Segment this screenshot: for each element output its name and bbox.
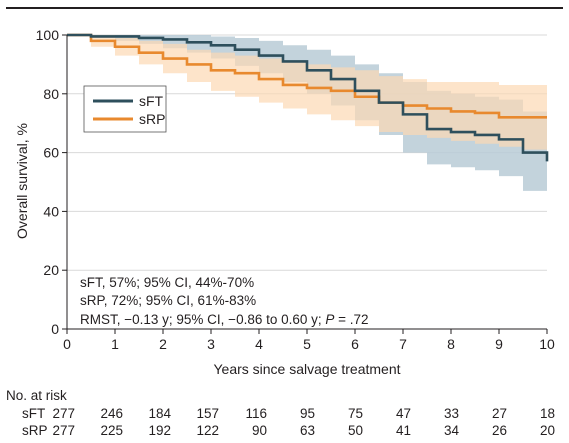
risk-value-sft-7: 47 (396, 406, 411, 421)
risk-value-sft-6: 75 (348, 406, 363, 421)
y-tick-label-60: 60 (43, 145, 59, 161)
risk-value-srp-8: 34 (444, 423, 460, 438)
risk-value-srp-6: 50 (348, 423, 363, 438)
risk-value-srp-0: 277 (52, 423, 75, 438)
legend-box (83, 85, 167, 133)
risk-value-srp-4: 90 (252, 423, 267, 438)
risk-value-srp-10: 20 (540, 423, 555, 438)
risk-value-srp-7: 41 (396, 423, 411, 438)
x-tick-label-7: 7 (399, 336, 407, 352)
risk-value-sft-2: 184 (148, 406, 171, 421)
risk-value-sft-10: 18 (540, 406, 555, 421)
ci-band-sft (67, 35, 547, 200)
annotation-p-label: P (325, 312, 334, 327)
x-tick-label-8: 8 (447, 336, 455, 352)
x-tick-label-1: 1 (111, 336, 119, 352)
annotation-srp: sRP, 72%; 95% CI, 61%-83% (80, 293, 256, 308)
survival-line-sft (67, 33, 549, 162)
risk-row-label-sft: sFT (22, 406, 45, 421)
risk-value-sft-5: 95 (300, 406, 315, 421)
risk-value-sft-0: 277 (52, 406, 75, 421)
legend-label-sft: sFT (139, 93, 164, 109)
y-tick-label-40: 40 (43, 203, 59, 219)
survival-line-srp (67, 33, 547, 119)
axes: 0 20 40 60 80 100 0 1 2 3 4 5 6 7 8 9 10 (36, 27, 555, 352)
annotation-sft: sFT, 57%; 95% CI, 44%-70% (80, 275, 254, 290)
legend-label-srp: sRP (139, 111, 165, 127)
risk-row-label-srp: sRP (22, 423, 48, 438)
annotation-p-value: = .72 (334, 312, 368, 327)
x-tick-label-5: 5 (303, 336, 311, 352)
y-tick-label-0: 0 (51, 321, 59, 337)
x-tick-label-3: 3 (207, 336, 215, 352)
x-axis-label: Years since salvage treatment (213, 361, 400, 377)
risk-value-srp-9: 26 (492, 423, 507, 438)
risk-value-srp-5: 63 (300, 423, 315, 438)
risk-table-title: No. at risk (6, 388, 67, 403)
risk-value-sft-1: 246 (100, 406, 123, 421)
annotation-block: sFT, 57%; 95% CI, 44%-70% sRP, 72%; 95% … (80, 275, 369, 327)
x-tick-label-9: 9 (495, 336, 503, 352)
risk-value-sft-4: 116 (245, 406, 267, 421)
y-tick-label-80: 80 (43, 86, 59, 102)
y-tick-label-20: 20 (43, 262, 59, 278)
legend: sFT sRP (83, 85, 167, 133)
risk-value-sft-8: 33 (444, 406, 459, 421)
risk-value-sft-9: 27 (492, 406, 507, 421)
risk-value-srp-1: 225 (100, 423, 123, 438)
y-axis-label: Overall survival, % (14, 123, 30, 239)
x-tick-label-10: 10 (539, 336, 555, 352)
survival-curves (67, 33, 549, 162)
risk-value-sft-3: 157 (196, 406, 219, 421)
y-tick-label-100: 100 (36, 27, 60, 43)
x-tick-label-6: 6 (351, 336, 359, 352)
risk-table-values: 277 246 184 157 116 95 75 47 33 27 18 277 225 192 122 9… (52, 406, 555, 438)
annotation-rmst-text: RMST, −0.13 y; 95% CI, −0.86 to 0.60 y; (80, 312, 325, 327)
risk-value-srp-2: 192 (148, 423, 171, 438)
risk-value-srp-3: 122 (196, 423, 219, 438)
x-tick-label-4: 4 (255, 336, 263, 352)
x-tick-label-0: 0 (63, 336, 71, 352)
x-tick-label-2: 2 (159, 336, 167, 352)
annotation-rmst: RMST, −0.13 y; 95% CI, −0.86 to 0.60 y; … (80, 312, 369, 327)
